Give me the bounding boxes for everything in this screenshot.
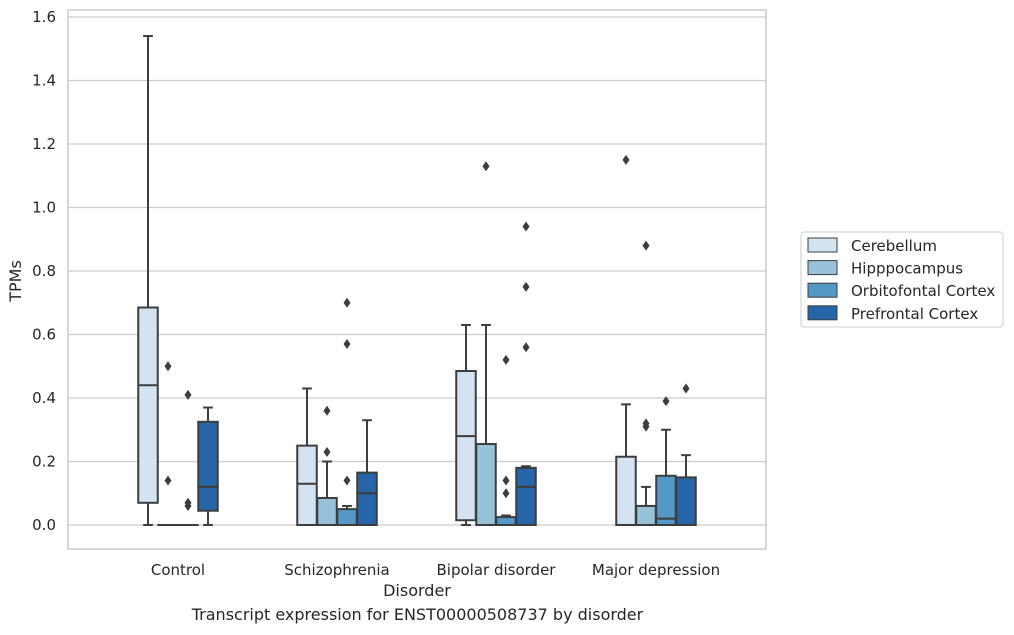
- box-1-0: [157, 361, 179, 527]
- outlier-point: [164, 475, 172, 486]
- outlier-point: [522, 221, 530, 232]
- figure-caption: Transcript expression for ENST0000050873…: [191, 605, 644, 624]
- outlier-point: [522, 281, 530, 292]
- y-tick-label: 0.2: [32, 453, 56, 471]
- box-2-1: [336, 297, 358, 526]
- legend-frame: [800, 231, 1004, 328]
- box-body: [137, 306, 159, 504]
- y-tick-label: 1.2: [32, 135, 56, 153]
- y-tick-label: 1.0: [32, 199, 56, 217]
- y-tick-label: 1.4: [32, 72, 56, 90]
- box-body: [455, 370, 477, 522]
- box-3-0: [197, 406, 219, 526]
- box-body: [475, 443, 497, 527]
- outlier-point: [184, 500, 192, 511]
- outlier-point: [184, 389, 192, 400]
- box-body: [615, 455, 637, 526]
- plot-frame: [67, 9, 767, 550]
- box-body: [356, 471, 378, 526]
- legend-label: Hipppocampus: [851, 260, 963, 278]
- box-0-1: [296, 387, 318, 526]
- outlier-point: [323, 405, 331, 416]
- box-3-2: [515, 221, 537, 527]
- x-tick-label: Bipolar disorder: [437, 561, 557, 579]
- box-body: [296, 444, 318, 526]
- box-0-0: [137, 35, 159, 526]
- outlier-point: [642, 421, 650, 432]
- outlier-point: [164, 361, 172, 372]
- outlier-point: [522, 342, 530, 353]
- legend: Cerebellum Hipppocampus Orbitofontal Corte…: [800, 231, 1004, 328]
- legend-swatch: [807, 237, 838, 253]
- legend-label: Orbitofontal Cortex: [851, 282, 995, 300]
- box-body: [655, 474, 677, 527]
- outlier-point: [502, 475, 510, 486]
- box-3-3: [675, 383, 697, 526]
- box-2-3: [655, 396, 677, 527]
- x-axis-ticks: Control Schizophrenia Bipolar disorder Majo…: [151, 561, 720, 579]
- y-tick-label: 0.8: [32, 262, 56, 280]
- outlier-point: [502, 354, 510, 365]
- outlier-point: [662, 396, 670, 407]
- x-tick-label: Control: [151, 561, 205, 579]
- y-axis-label: TPMs: [6, 260, 25, 303]
- outlier-point: [682, 383, 690, 394]
- outlier-point: [343, 339, 351, 350]
- box-0-2: [455, 323, 477, 526]
- y-tick-label: 0.6: [32, 326, 56, 344]
- legend-swatch: [807, 260, 838, 276]
- legend-swatch: [807, 305, 838, 321]
- box-2-2: [495, 354, 517, 526]
- outlier-point: [343, 297, 351, 308]
- box-body: [316, 497, 338, 527]
- box-body: [336, 508, 358, 526]
- box-0-3: [615, 154, 637, 526]
- outlier-point: [502, 488, 510, 499]
- y-tick-label: 0.4: [32, 389, 56, 407]
- outlier-point: [622, 154, 630, 165]
- y-tick-label: 1.6: [32, 8, 56, 26]
- box-2-0: [177, 389, 199, 527]
- legend-swatch: [807, 282, 838, 298]
- y-tick-label: 0.0: [32, 516, 56, 534]
- outlier-point: [343, 475, 351, 486]
- box-body: [675, 476, 697, 526]
- box-1-1: [316, 405, 338, 527]
- x-tick-label: Schizophrenia: [284, 561, 389, 579]
- gridlines: [68, 16, 766, 526]
- box-1-3: [635, 240, 657, 527]
- outlier-point: [323, 446, 331, 457]
- legend-label: Prefrontal Cortex: [851, 305, 978, 323]
- x-tick-label: Major depression: [592, 561, 720, 579]
- outlier-point: [482, 161, 490, 172]
- box-3-1: [356, 419, 378, 526]
- x-axis-label: Disorder: [383, 581, 451, 600]
- box-body: [495, 516, 517, 526]
- box-body: [515, 466, 537, 527]
- legend-label: Cerebellum: [851, 237, 937, 255]
- box-body: [197, 420, 219, 512]
- box-body: [635, 504, 657, 527]
- boxplot-series: [137, 35, 697, 527]
- outlier-point: [642, 240, 650, 251]
- y-axis-ticks: 0.0 0.2 0.4 0.6 0.8 1.0 1.2 1.4 1.6: [32, 8, 56, 534]
- box-1-2: [475, 161, 497, 527]
